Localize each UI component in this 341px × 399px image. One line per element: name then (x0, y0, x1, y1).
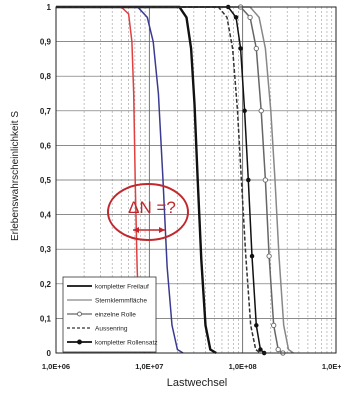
y-tick-label: 0,4 (40, 211, 52, 220)
plot-frame (55, 6, 337, 354)
y-tick-label: 0,7 (40, 107, 52, 116)
y-tick-label: 0 (47, 349, 52, 358)
legend-label: kompletter Rollensatz (95, 340, 158, 347)
x-tick-label: 1,0E+09 (322, 362, 341, 371)
series-1-line (56, 5, 217, 355)
x-tick-label: 1,0E+08 (229, 362, 257, 371)
delta-n-annotation: ΔN =? (107, 183, 189, 241)
legend-label: einzelne Rolle (95, 312, 136, 319)
series-5-line (56, 6, 265, 354)
series-5-point (233, 15, 239, 20)
series-3-point (266, 253, 272, 259)
legend-swatch-marker (77, 311, 82, 317)
y-tick-label: 0,9 (40, 38, 52, 47)
series-2-line (56, 6, 294, 354)
series-3-point (275, 346, 281, 353)
series-3-point (262, 177, 269, 183)
series-5-point (246, 177, 251, 183)
series-5-point (238, 46, 243, 51)
series-5-point (242, 108, 247, 114)
y-tick-label: 1 (47, 3, 52, 12)
series-5-point (249, 253, 255, 259)
axes: 0 0,1 0,2 0,3 0,4 0,5 0,6 0,7 0,8 0,9 1 1,0E+06 1,0E… (40, 3, 341, 371)
series-4-line (56, 6, 261, 354)
y-tick-label: 0,2 (40, 280, 52, 289)
x-axis-label: Lastwechsel (167, 377, 228, 389)
series-5-point (258, 347, 263, 352)
annotation-text: ΔN =? (128, 198, 176, 217)
y-tick-label: 0,5 (40, 176, 52, 185)
y-axis-label: Erlebenswahrscheinlichkeit S (10, 111, 21, 241)
series-3-line (56, 6, 284, 354)
series-3-point (253, 45, 259, 52)
series-unlabeled-2-line (56, 6, 184, 354)
annotation-arrow-head-left (133, 227, 139, 233)
y-tick-label: 0,3 (40, 245, 52, 254)
y-tick-label: 0,6 (40, 141, 52, 150)
series-layer (56, 4, 294, 356)
legend-label: Sternklemmfläche (95, 298, 147, 305)
x-tick-label: 1,0E+06 (42, 362, 70, 371)
annotation-arrow-head-right (159, 227, 165, 233)
x-tick-label: 1,0E+07 (135, 362, 163, 371)
y-tick-label: 0,1 (40, 314, 52, 323)
series-3-point (247, 14, 253, 21)
annotation-ellipse (107, 183, 189, 241)
legend: kompletter Freilauf Sternklemmfläche einze… (62, 276, 158, 353)
series-3-point (258, 108, 264, 114)
series-5-point (254, 323, 259, 328)
series-3-point (271, 322, 277, 328)
legend-label: kompletter Freilauf (95, 284, 149, 291)
legend-swatch-marker (77, 339, 82, 345)
y-tick-label: 0,8 (40, 72, 52, 81)
legend-label: Aussenring (95, 326, 128, 333)
